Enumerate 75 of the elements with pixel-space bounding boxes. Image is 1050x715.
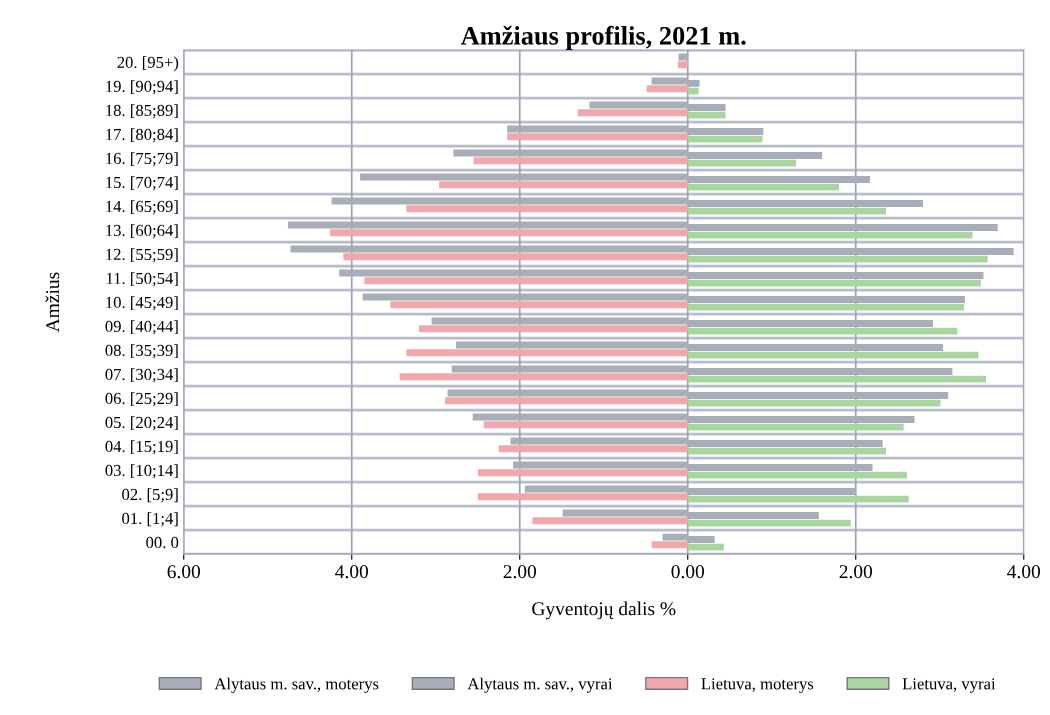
- y-tick-label: 11. [50;54]: [106, 272, 178, 287]
- y-tick-label: 18. [85;89]: [106, 104, 178, 119]
- bar: [687, 399, 941, 407]
- bar: [687, 495, 909, 503]
- bar: [687, 519, 851, 527]
- y-tick-label: 07. [30;34]: [105, 368, 178, 383]
- y-tick-label: 02. [5;9]: [122, 488, 178, 503]
- y-tick-label: 15. [70;74]: [106, 176, 178, 191]
- x-tick-label: 4.00: [1007, 565, 1041, 579]
- bar: [406, 205, 688, 213]
- x-axis-title: Gyventojų dalis %: [532, 601, 676, 620]
- bar: [687, 159, 797, 167]
- y-tick-label: 16. [75;79]: [106, 152, 178, 167]
- bar: [687, 543, 724, 551]
- y-tick-label: 17. [80;84]: [106, 128, 178, 143]
- bar: [687, 327, 958, 335]
- y-tick-label: 01. [1;4]: [122, 512, 178, 527]
- legend-label: Alytaus m. sav., moterys: [214, 677, 379, 693]
- bar: [406, 349, 688, 357]
- y-tick-label: 06. [25;29]: [105, 392, 178, 407]
- bar: [687, 231, 973, 239]
- bar: [687, 87, 699, 95]
- bar: [477, 469, 688, 477]
- bar: [687, 183, 839, 191]
- bar: [687, 279, 981, 287]
- bar: [390, 301, 688, 309]
- legend-label: Lietuva, moterys: [701, 678, 814, 693]
- y-axis-title: Amžius: [45, 272, 60, 333]
- y-tick-label: 13. [60;64]: [106, 224, 178, 239]
- y-tick-label: 09. [40;44]: [105, 320, 178, 335]
- y-tick-label: 19. [90;94]: [106, 80, 178, 95]
- bar: [577, 109, 688, 117]
- y-tick-label: 20. [95+): [117, 56, 179, 72]
- bar: [498, 445, 688, 453]
- bar: [687, 351, 979, 359]
- y-tick-label: 10. [45;49]: [106, 296, 178, 311]
- y-tick-label: 12. [55;59]: [106, 248, 178, 263]
- y-tick-label: 03. [10;14]: [105, 464, 178, 479]
- bar: [687, 303, 965, 311]
- x-tick-label: 6.00: [167, 565, 201, 579]
- x-tick-label: 4.00: [335, 565, 369, 579]
- y-tick-label: 00. 0: [146, 536, 179, 549]
- bar: [646, 85, 688, 93]
- y-tick-label: 14. [65;69]: [106, 200, 178, 215]
- bar: [329, 229, 688, 237]
- y-tick-label: 04. [15;19]: [105, 440, 178, 455]
- bar: [687, 471, 907, 479]
- bar: [687, 375, 986, 383]
- y-tick-label: 08. [35;39]: [105, 344, 178, 359]
- bar: [532, 517, 688, 525]
- y-tick-label: 05. [20;24]: [105, 416, 178, 431]
- legend-label: Alytaus m. sav., vyrai: [467, 677, 613, 693]
- bar: [677, 61, 688, 69]
- bar: [364, 277, 688, 285]
- x-tick-label: 2.00: [839, 565, 873, 579]
- bar: [687, 207, 886, 215]
- bar: [444, 397, 688, 405]
- x-tick-label: 0.00: [671, 565, 705, 579]
- bar: [687, 135, 763, 143]
- bar: [687, 111, 726, 119]
- bar: [473, 157, 688, 165]
- x-tick-label: 2.00: [503, 565, 537, 579]
- bar: [687, 447, 886, 455]
- bar: [343, 253, 688, 261]
- bar: [687, 255, 988, 263]
- bar: [507, 133, 688, 141]
- bar: [399, 373, 688, 381]
- bar: [477, 493, 688, 501]
- bar: [687, 423, 904, 431]
- chart-title: Amžiaus profilis, 2021 m.: [460, 25, 746, 51]
- legend-label: Lietuva, vyrai: [902, 678, 996, 693]
- bar: [418, 325, 688, 333]
- bar: [651, 541, 688, 549]
- bar: [439, 181, 688, 189]
- bar: [483, 421, 688, 429]
